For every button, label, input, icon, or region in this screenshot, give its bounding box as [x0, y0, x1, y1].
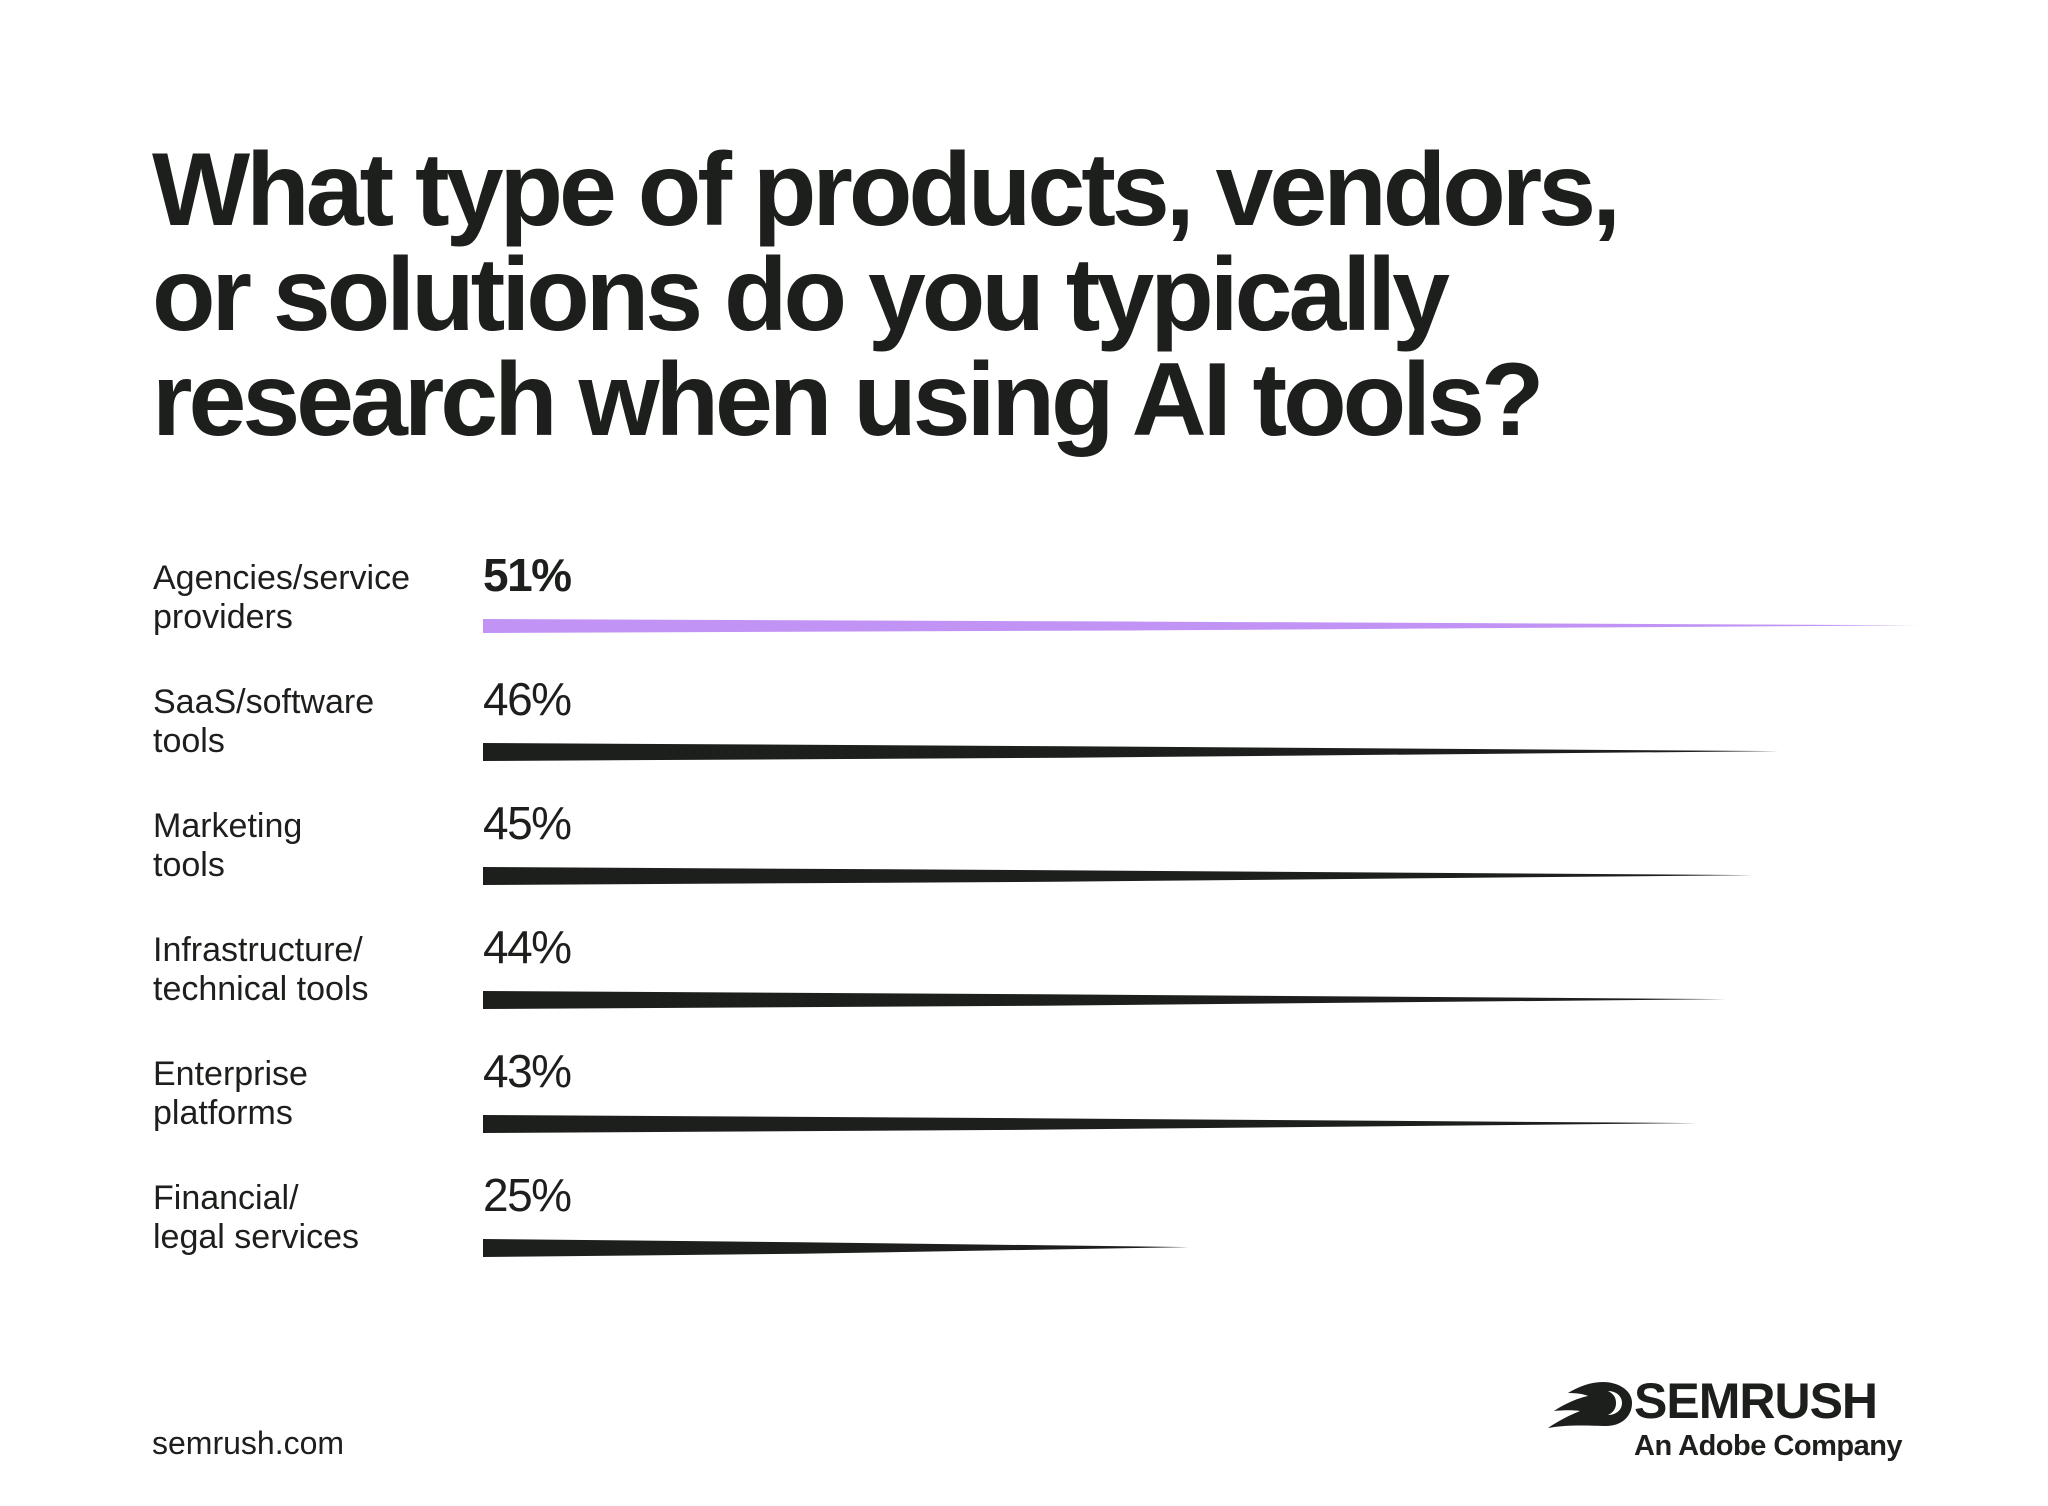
value-label: 43%	[483, 1045, 572, 1097]
category-label-line: tools	[153, 846, 225, 884]
bar-row: SaaS/software tools 46%	[0, 673, 2048, 803]
bar-row: Agencies/service providers 51%	[0, 549, 2048, 679]
bar-mark-svg	[483, 619, 1923, 633]
category-label: Infrastructure/ technical tools	[153, 931, 368, 1009]
category-label-line: legal services	[153, 1218, 359, 1256]
category-label-line: technical tools	[153, 970, 369, 1008]
bar-row: Marketing tools 45%	[0, 797, 2048, 927]
semrush-logo: SEMRUSH An Adobe Company	[1548, 1373, 1908, 1476]
category-label-line: providers	[153, 598, 293, 636]
bar-mark-svg	[483, 991, 1726, 1009]
bar-row: Financial/ legal services 25%	[0, 1169, 2048, 1299]
value-label: 46%	[483, 673, 572, 725]
category-label-line: SaaS/software	[153, 683, 375, 721]
category-label: Financial/ legal services	[153, 1179, 359, 1257]
logo-wordmark: SEMRUSH	[1634, 1373, 1878, 1429]
logo-tagline: An Adobe Company	[1634, 1430, 1903, 1462]
category-label: Marketing tools	[153, 807, 302, 885]
category-label: SaaS/software tools	[153, 683, 374, 761]
chart-title-line: What type of products, vendors,	[152, 132, 1621, 248]
value-label: 25%	[483, 1169, 572, 1221]
bar-mark-svg	[483, 743, 1782, 761]
bar-mark	[483, 1115, 1698, 1133]
bar-mark-svg	[483, 1239, 1189, 1257]
category-label-line: Infrastructure/	[153, 931, 363, 969]
bar-mark	[483, 619, 1923, 633]
bar-row: Infrastructure/ technical tools 44%	[0, 921, 2048, 1051]
chart-title-line: research when using AI tools?	[152, 342, 1544, 458]
bar-mark-svg	[483, 1115, 1698, 1133]
value-label: 51%	[483, 549, 572, 601]
bar-mark	[483, 743, 1782, 761]
category-label: Enterprise platforms	[153, 1055, 308, 1133]
bar-mark-svg	[483, 867, 1754, 885]
footer-url[interactable]: semrush.com	[152, 1425, 345, 1461]
bar-mark	[483, 991, 1726, 1009]
category-label-line: Agencies/service	[153, 559, 411, 597]
bar-mark	[483, 1239, 1189, 1257]
bar-row: Enterprise platforms 43%	[0, 1045, 2048, 1175]
chart-title-line: or solutions do you typically	[152, 237, 1450, 353]
category-label: Agencies/service providers	[153, 559, 410, 637]
semrush-flame-icon	[1548, 1382, 1632, 1428]
category-label-line: Financial/	[153, 1179, 299, 1217]
category-label-line: platforms	[153, 1094, 293, 1132]
category-label-line: Marketing	[153, 807, 303, 845]
category-label-line: tools	[153, 722, 225, 760]
chart-title: What type of products, vendors, or solut…	[152, 138, 1852, 453]
bar-mark	[483, 867, 1754, 885]
value-label: 44%	[483, 921, 572, 973]
category-label-line: Enterprise	[153, 1055, 308, 1093]
value-label: 45%	[483, 797, 572, 849]
